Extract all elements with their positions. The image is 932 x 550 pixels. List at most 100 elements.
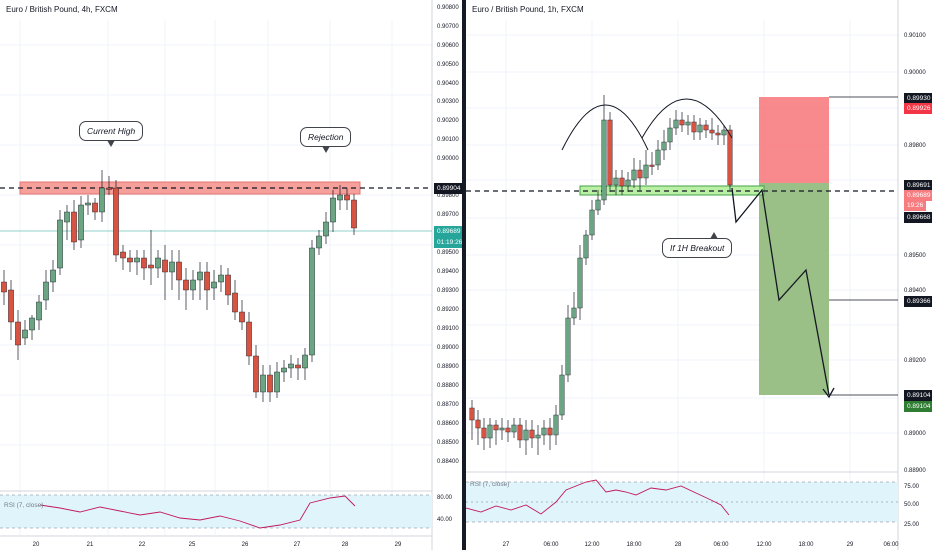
bear-candle: [475, 419, 481, 429]
projection-path: [731, 187, 830, 396]
bull-candle: [260, 374, 266, 393]
bull-candle: [523, 429, 529, 441]
bear-candle: [246, 321, 252, 357]
bear-candle: [183, 279, 189, 291]
price-axis-label: 0.89000: [904, 431, 926, 437]
price-axis-label: 0.90600: [437, 43, 459, 49]
tp2-badge: 0.89104: [904, 390, 932, 401]
bull-candle: [78, 204, 84, 241]
rsi-band: [0, 495, 432, 528]
bear-candle: [344, 194, 350, 201]
price-axis-label: 0.88900: [437, 364, 459, 370]
price-axis-label: 0.89200: [437, 307, 459, 313]
bear-candle: [225, 274, 231, 296]
bear-candle: [113, 187, 119, 256]
bear-candle: [637, 169, 643, 179]
price-axis-label: 0.90100: [437, 137, 459, 143]
price-axis-label: 0.89500: [904, 253, 926, 259]
bull-candle: [565, 317, 571, 376]
time-axis-label: 26: [242, 542, 249, 548]
bull-candle: [673, 119, 679, 129]
bull-candle: [316, 235, 322, 249]
stop-loss-zone: [759, 97, 829, 183]
price-axis-label: 0.90300: [437, 99, 459, 105]
price-axis-label: 0.89800: [437, 193, 459, 199]
time-axis-label: 20: [33, 542, 40, 548]
bear-candle: [679, 119, 685, 126]
right-level-badge: 0.89691: [904, 180, 932, 191]
time-axis-label: 29: [847, 542, 854, 548]
price-axis-label: 0.89400: [437, 269, 459, 275]
bear-candle: [709, 129, 715, 134]
double-top-arc-right: [641, 98, 733, 139]
bull-candle: [655, 149, 661, 166]
stop-red-badge: 0.89926: [904, 103, 932, 114]
price-axis-label: 0.88400: [437, 459, 459, 465]
bull-candle: [499, 427, 505, 431]
bull-candle: [330, 197, 336, 223]
price-axis-label: 0.88900: [904, 468, 926, 474]
time-axis-label: 27: [503, 542, 510, 548]
price-axis-label: 0.88500: [437, 440, 459, 446]
time-axis-label: 18:00: [798, 542, 814, 548]
pane-divider[interactable]: [462, 0, 466, 550]
bull-candle: [323, 221, 329, 237]
bull-candle: [43, 281, 49, 301]
stop-badge: 0.89930: [904, 93, 932, 104]
bull-candle: [36, 301, 42, 321]
bull-candle: [685, 121, 691, 126]
price-axis-label: 0.90200: [437, 118, 459, 124]
left-price-badge: 0.89689: [434, 226, 464, 237]
bull-candle: [309, 247, 315, 356]
bull-candle: [721, 129, 727, 136]
left-chart-pane[interactable]: 0.90800 0.90700 0.90600 0.90500 0.90400 0.903…: [0, 0, 466, 550]
rsi-axis-label: 80.00: [437, 495, 453, 501]
breakout-text: If 1H Breakout: [670, 243, 725, 253]
callout-pointer: [321, 146, 330, 153]
bear-candle: [715, 132, 721, 136]
price-axis-label: 0.89500: [437, 250, 459, 256]
rejection-text: Rejection: [308, 132, 344, 142]
price-axis-label: 0.90700: [437, 24, 459, 30]
callout-pointer: [709, 232, 718, 239]
bear-candle: [351, 199, 357, 229]
bear-candle: [92, 202, 98, 213]
bull-candle: [667, 127, 673, 143]
bull-candle: [50, 269, 56, 283]
left-chart-canvas[interactable]: 0.90800 0.90700 0.90600 0.90500 0.90400 0.903…: [0, 0, 462, 550]
time-axis-label: 06:00: [543, 542, 559, 548]
price-axis-label: 0.89200: [904, 358, 926, 364]
bull-candle: [302, 354, 308, 369]
price-axis-label: 0.90800: [437, 5, 459, 11]
rsi-line: [39, 495, 356, 529]
bear-candle: [517, 424, 523, 441]
price-axis-label: 0.89400: [904, 288, 926, 294]
price-axis-label: 0.88800: [437, 383, 459, 389]
bull-candle: [211, 281, 217, 289]
bear-candle: [481, 427, 487, 439]
bear-candle: [267, 374, 273, 393]
bear-candle: [607, 119, 613, 186]
right-chart-canvas[interactable]: 0.90100 0.90000 0.89800 0.89500 0.89400 0.892…: [466, 0, 932, 550]
right-chart-pane[interactable]: 0.90100 0.90000 0.89800 0.89500 0.89400 0.892…: [466, 0, 932, 550]
time-axis-label: 18:00: [626, 542, 642, 548]
bear-candle: [204, 271, 210, 291]
bull-candle: [571, 307, 577, 319]
left-level-badge: 0.89904: [434, 183, 464, 194]
current-high-text: Current High: [87, 126, 136, 136]
bull-candle: [697, 124, 703, 133]
left-rsi-label: RSI (7, close): [4, 502, 44, 509]
bear-candle: [691, 121, 697, 133]
rsi-axis-label: 50.00: [904, 502, 920, 508]
right-price-badge: 0.89689: [904, 190, 932, 201]
bull-candle: [64, 211, 70, 223]
bear-candle: [1, 281, 7, 293]
bull-candle: [541, 427, 547, 436]
bull-candle: [589, 209, 595, 236]
rsi-axis-label: 40.00: [437, 517, 453, 523]
rsi-axis-label: 25.00: [904, 522, 920, 528]
bear-candle: [649, 164, 655, 167]
price-axis-label: 0.90100: [904, 33, 926, 39]
bull-candle: [661, 141, 667, 151]
bear-candle: [727, 129, 733, 186]
